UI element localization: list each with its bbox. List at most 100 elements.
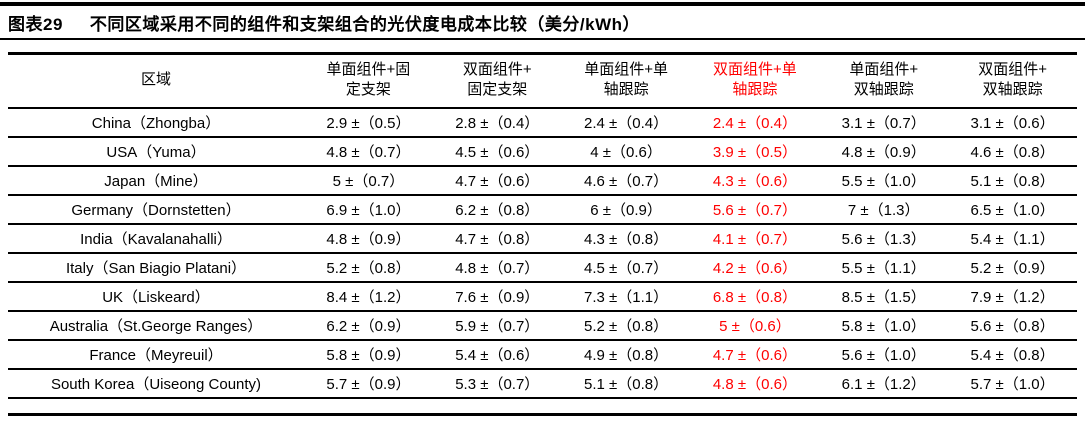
value-cell-highlighted: 4.7 ±（0.6） (690, 339, 820, 370)
table-body: China（Zhongba） 2.9 ±（0.5） 2.8 ±（0.4） 2.4… (8, 107, 1077, 398)
value-cell: 7.6 ±（0.9） (432, 281, 562, 312)
value-cell-highlighted: 3.9 ±（0.5） (690, 136, 820, 167)
value-cell: 5 ±（0.7） (304, 165, 433, 196)
value-cell: 5.4 ±（1.1） (948, 223, 1077, 254)
value-cell: 6.1 ±（1.2） (841, 375, 926, 393)
bottom-rule (8, 413, 1077, 416)
value-cell: 8.5 ±（1.5） (819, 281, 949, 312)
value-cell-highlighted: 4.3 ±（0.6） (690, 165, 820, 196)
value-cell: 5.1 ±（0.8） (948, 165, 1077, 196)
header-line-1: 单面组件+固 (326, 61, 411, 78)
value-cell: 4.5 ±（0.7） (561, 252, 691, 283)
value-cell: 4.6 ±（0.7） (561, 165, 691, 196)
value-cell: 4.9 ±（0.8） (561, 339, 691, 370)
header-line-2: 双轴跟踪 (853, 81, 914, 99)
column-header-bifacial-fixed: 双面组件+ 固定支架 (432, 53, 562, 109)
value-cell: 4.6 ±（0.8） (948, 136, 1077, 167)
value-cell: 7.9 ±（1.2） (948, 281, 1077, 312)
region-cell: USA（Yuma） (8, 136, 304, 167)
table-row-italy: Italy（San Biagio Platani） 5.2 ±（0.8） 4.8… (8, 252, 1077, 283)
figure-title-text: 不同区域采用不同的组件和支架组合的光伏度电成本比较（美分/kWh） (89, 15, 641, 34)
figure-title: 图表29 不同区域采用不同的组件和支架组合的光伏度电成本比较（美分/kWh） (8, 10, 640, 35)
value-cell-highlighted: 2.4 ±（0.4） (690, 107, 820, 138)
value-cell: 5.5 ±（1.1） (819, 252, 949, 283)
value-cell-highlighted: 4.1 ±（0.7） (690, 223, 820, 254)
column-header-bifacial-dual-axis: 双面组件+ 双轴跟踪 (948, 53, 1077, 109)
value-cell: 6.9 ±（1.0） (304, 194, 433, 225)
value-cell: 3.1 ±（0.7） (819, 107, 949, 138)
table-row-india: India（Kavalanahalli） 4.8 ±（0.9） 4.7 ±（0.… (8, 223, 1077, 254)
table-row-germany: Germany（Dornstetten） 6.9 ±（1.0） 6.2 ±（0.… (8, 194, 1077, 225)
value-cell: 7 ±（1.3） (819, 194, 949, 225)
value-cell: 5.8 ±（1.0） (819, 310, 949, 341)
column-header-bifacial-single-axis-highlighted: 双面组件+单 轴跟踪 (690, 53, 820, 109)
region-cell: China（Zhongba） (8, 107, 304, 138)
region-cell: Japan（Mine） (8, 165, 304, 196)
header-line-1: 双面组件+ (978, 61, 1047, 78)
value-cell: 6 ±（0.9） (561, 194, 691, 225)
region-cell: France（Meyreuil） (8, 339, 304, 370)
value-cell: 5.3 ±（0.7） (455, 375, 540, 393)
value-cell: 4.5 ±（0.6） (432, 136, 562, 167)
value-cell: 6.2 ±（0.9） (304, 310, 433, 341)
value-cell-highlighted: 6.8 ±（0.8） (690, 281, 820, 312)
header-line-2: 双轴跟踪 (982, 81, 1043, 99)
top-rule (0, 2, 1085, 6)
value-cell: 4.8 ±（0.9） (304, 223, 433, 254)
value-cell-highlighted: 5.6 ±（0.7） (690, 194, 820, 225)
region-cell: Germany（Dornstetten） (8, 194, 304, 225)
value-cell: 7.3 ±（1.1） (561, 281, 691, 312)
value-cell: 4.8 ±（0.7） (304, 136, 433, 167)
region-cell: Australia（St.George Ranges） (8, 310, 304, 341)
value-cell: 5.4 ±（0.8） (948, 339, 1077, 370)
figure-label: 图表29 (8, 15, 63, 34)
header-line-2: 轴跟踪 (732, 81, 778, 99)
value-cell: 5.4 ±（0.6） (432, 339, 562, 370)
value-cell: 4.7 ±（0.6） (432, 165, 562, 196)
value-cell: 2.4 ±（0.4） (561, 107, 691, 138)
value-cell: 4.8 ±（0.9） (819, 136, 949, 167)
region-cell: India（Kavalanahalli） (8, 223, 304, 254)
column-header-region: 区域 (8, 53, 304, 109)
value-cell: 5.8 ±（0.9） (304, 339, 433, 370)
header-line-2: 定支架 (345, 81, 391, 99)
value-cell-highlighted: 4.8 ±（0.6） (712, 375, 797, 393)
value-cell: 3.1 ±（0.6） (948, 107, 1077, 138)
value-cell: 4 ±（0.6） (561, 136, 691, 167)
header-line-1: 单面组件+ (849, 61, 919, 78)
value-cell: 5.1 ±（0.8） (584, 375, 669, 393)
value-cell: 8.4 ±（1.2） (304, 281, 433, 312)
value-cell: 5.7 ±（1.0） (970, 375, 1055, 393)
value-cell: 5.2 ±（0.8） (561, 310, 691, 341)
table-row-china: China（Zhongba） 2.9 ±（0.5） 2.8 ±（0.4） 2.4… (8, 107, 1077, 138)
value-cell: 5.6 ±（1.0） (819, 339, 949, 370)
table-row-australia: Australia（St.George Ranges） 6.2 ±（0.9） 5… (8, 310, 1077, 341)
table-header: 区域 单面组件+固 定支架 双面组件+ 固定支架 单面组件+单 轴跟踪 双面组件… (8, 53, 1077, 109)
value-cell: 5.6 ±（0.8） (948, 310, 1077, 341)
table-row-japan: Japan（Mine） 5 ±（0.7） 4.7 ±（0.6） 4.6 ±（0.… (8, 165, 1077, 196)
title-underline-rule (0, 38, 1085, 40)
value-cell: 2.8 ±（0.4） (432, 107, 562, 138)
lcoe-comparison-table: 区域 单面组件+固 定支架 双面组件+ 固定支架 单面组件+单 轴跟踪 双面组件… (8, 52, 1077, 399)
value-cell: 5.6 ±（1.3） (819, 223, 949, 254)
column-header-mono-dual-axis: 单面组件+ 双轴跟踪 (819, 53, 949, 109)
table-row-usa: USA（Yuma） 4.8 ±（0.7） 4.5 ±（0.6） 4 ±（0.6）… (8, 136, 1077, 167)
header-line-2: 固定支架 (467, 81, 528, 99)
table-row-south-korea: South Korea（Uiseong County) 5.7 ±（0.9） 5… (8, 369, 1077, 398)
table-row-uk: UK（Liskeard） 8.4 ±（1.2） 7.6 ±（0.9） 7.3 ±… (8, 281, 1077, 312)
value-cell-highlighted: 5 ±（0.6） (690, 310, 820, 341)
column-header-mono-single-axis: 单面组件+单 轴跟踪 (561, 53, 691, 109)
table-row-france: France（Meyreuil） 5.8 ±（0.9） 5.4 ±（0.6） 4… (8, 339, 1077, 370)
value-cell: 4.7 ±（0.8） (432, 223, 562, 254)
value-cell-highlighted: 4.2 ±（0.6） (690, 252, 820, 283)
value-cell: 5.7 ±（0.9） (326, 375, 411, 393)
region-cell: South Korea（Uiseong County) (50, 375, 262, 393)
value-cell: 6.2 ±（0.8） (432, 194, 562, 225)
header-line-1: 单面组件+单 (584, 61, 668, 78)
value-cell: 5.5 ±（1.0） (819, 165, 949, 196)
value-cell: 4.8 ±（0.7） (432, 252, 562, 283)
value-cell: 2.9 ±（0.5） (304, 107, 433, 138)
header-row: 区域 单面组件+固 定支架 双面组件+ 固定支架 单面组件+单 轴跟踪 双面组件… (8, 53, 1077, 109)
value-cell: 4.3 ±（0.8） (561, 223, 691, 254)
